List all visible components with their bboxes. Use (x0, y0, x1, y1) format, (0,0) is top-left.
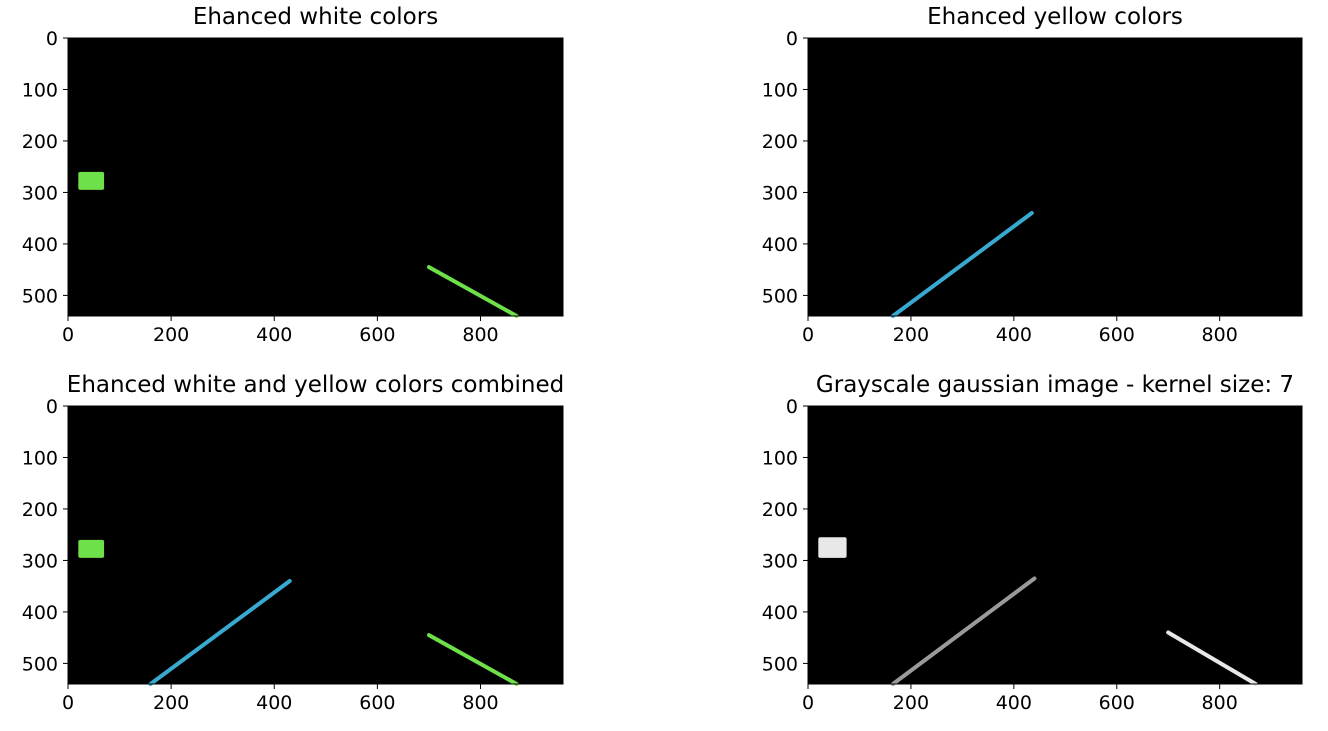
x-tick-label: 200 (893, 692, 929, 714)
x-tick-label: 400 (996, 692, 1032, 714)
x-tick-label: 600 (1099, 692, 1135, 714)
sign-blob (818, 537, 846, 558)
y-tick-label: 500 (762, 653, 798, 675)
image-area (808, 406, 1302, 684)
y-tick-label: 400 (762, 602, 798, 624)
y-tick-label: 100 (762, 447, 798, 469)
y-tick-label: 0 (786, 396, 798, 418)
y-tick-label: 300 (762, 550, 798, 572)
x-tick-label: 800 (1202, 692, 1238, 714)
y-tick-label: 200 (762, 499, 798, 521)
x-tick-label: 0 (802, 692, 814, 714)
